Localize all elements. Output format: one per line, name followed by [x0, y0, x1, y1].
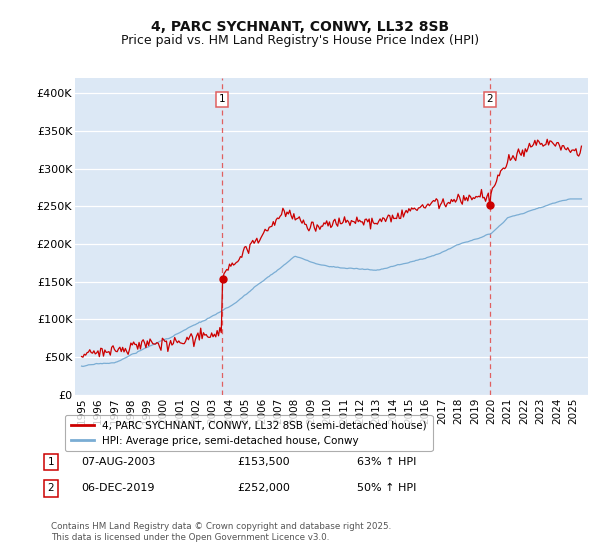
Text: 2: 2: [487, 95, 493, 105]
Legend: 4, PARC SYCHNANT, CONWY, LL32 8SB (semi-detached house), HPI: Average price, sem: 4, PARC SYCHNANT, CONWY, LL32 8SB (semi-…: [65, 415, 433, 451]
Text: 50% ↑ HPI: 50% ↑ HPI: [357, 483, 416, 493]
Text: 07-AUG-2003: 07-AUG-2003: [81, 457, 155, 467]
Text: 2: 2: [47, 483, 55, 493]
Text: 1: 1: [219, 95, 226, 105]
Text: £252,000: £252,000: [237, 483, 290, 493]
Text: 1: 1: [47, 457, 55, 467]
Text: Price paid vs. HM Land Registry's House Price Index (HPI): Price paid vs. HM Land Registry's House …: [121, 34, 479, 46]
Text: 63% ↑ HPI: 63% ↑ HPI: [357, 457, 416, 467]
Text: 06-DEC-2019: 06-DEC-2019: [81, 483, 155, 493]
Text: Contains HM Land Registry data © Crown copyright and database right 2025.
This d: Contains HM Land Registry data © Crown c…: [51, 522, 391, 542]
Text: £153,500: £153,500: [237, 457, 290, 467]
Text: 4, PARC SYCHNANT, CONWY, LL32 8SB: 4, PARC SYCHNANT, CONWY, LL32 8SB: [151, 20, 449, 34]
